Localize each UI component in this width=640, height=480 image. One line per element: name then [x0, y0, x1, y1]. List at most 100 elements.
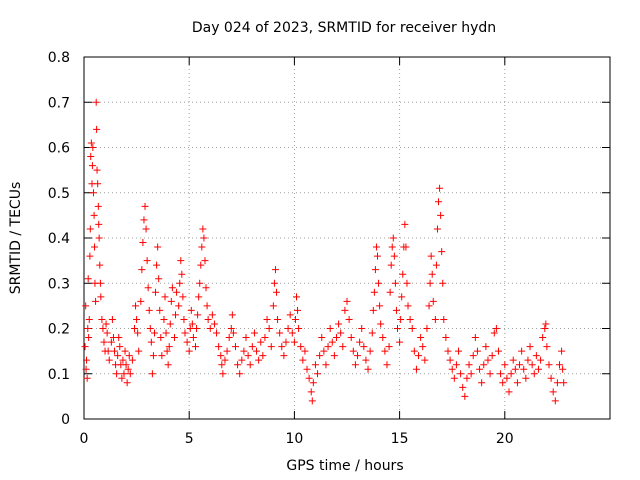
data-point [433, 225, 441, 233]
data-point [123, 379, 131, 387]
data-point [349, 347, 357, 355]
data-point [307, 388, 315, 396]
data-point [90, 211, 98, 219]
data-point [404, 302, 412, 310]
data-point [471, 334, 479, 342]
data-point [187, 306, 195, 314]
data-point [204, 315, 212, 323]
data-point [128, 356, 136, 364]
data-point [88, 162, 96, 170]
data-point [105, 356, 113, 364]
data-point [511, 365, 519, 373]
chart-title: Day 024 of 2023, SRMTID for receiver hyd… [192, 20, 496, 36]
data-point [168, 284, 176, 292]
data-point [116, 343, 124, 351]
data-point [291, 315, 299, 323]
data-point [122, 361, 130, 369]
data-point [497, 370, 505, 378]
data-point [356, 338, 364, 346]
data-point [103, 329, 111, 337]
data-point [403, 279, 411, 287]
data-point [100, 338, 108, 346]
data-point [532, 352, 540, 360]
data-point [509, 356, 517, 364]
data-point [163, 347, 171, 355]
data-point [231, 343, 239, 351]
data-point [162, 329, 170, 337]
data-point [196, 279, 204, 287]
data-point [288, 329, 296, 337]
data-point [236, 370, 244, 378]
data-point [432, 261, 440, 269]
data-point [522, 374, 530, 382]
data-point [137, 297, 145, 305]
data-point [473, 347, 481, 355]
x-tick-label: 20 [496, 431, 514, 447]
data-point [85, 334, 93, 342]
data-point [450, 374, 458, 382]
data-point [273, 288, 281, 296]
data-point [501, 361, 509, 369]
data-point [193, 325, 201, 332]
data-point [242, 334, 250, 342]
data-point [94, 202, 102, 210]
data-point [444, 347, 452, 355]
data-point [417, 334, 425, 342]
data-point [238, 356, 246, 364]
data-point [293, 293, 301, 301]
data-point [397, 315, 405, 323]
data-point [183, 338, 191, 346]
y-tick-label: 0.7 [48, 95, 70, 111]
data-point [534, 365, 542, 373]
data-point [86, 225, 94, 233]
data-point [95, 220, 103, 228]
data-point [370, 288, 378, 296]
data-point [198, 243, 206, 251]
data-point [267, 343, 275, 351]
data-point [197, 261, 205, 269]
data-point [393, 325, 401, 332]
data-point [263, 315, 271, 323]
data-point [85, 315, 93, 323]
data-point [299, 356, 307, 364]
data-point [180, 315, 188, 323]
data-point [284, 325, 292, 332]
grid-layer [84, 57, 610, 419]
y-tick-label: 0 [61, 412, 70, 428]
data-point [140, 216, 148, 224]
data-point [399, 270, 407, 278]
data-point [135, 347, 143, 355]
data-point [246, 361, 254, 369]
data-point [149, 352, 157, 360]
data-point [150, 329, 158, 337]
data-point [89, 144, 97, 151]
data-point [200, 234, 208, 242]
data-point [94, 180, 102, 188]
data-point [440, 315, 448, 323]
x-tick-label: 0 [80, 431, 89, 447]
data-point [126, 370, 134, 378]
data-point [89, 189, 97, 197]
y-axis-label: SRMTID / TECUs [8, 182, 24, 295]
data-point [316, 352, 324, 360]
data-point [160, 315, 168, 323]
data-point [156, 306, 164, 314]
data-point [401, 220, 409, 228]
data-point [170, 334, 178, 342]
data-point [374, 252, 382, 260]
data-point [490, 329, 498, 337]
data-point [560, 379, 568, 387]
data-point [539, 334, 547, 342]
data-point [354, 352, 362, 360]
data-point [248, 343, 256, 351]
data-point [133, 315, 141, 323]
data-point [469, 352, 477, 360]
data-point [87, 153, 95, 161]
data-point [330, 352, 338, 360]
data-point [301, 347, 309, 355]
y-tick-label: 0.8 [48, 50, 70, 66]
data-point [173, 288, 181, 296]
data-point [492, 325, 500, 332]
data-point [311, 361, 319, 369]
data-point [528, 361, 536, 369]
